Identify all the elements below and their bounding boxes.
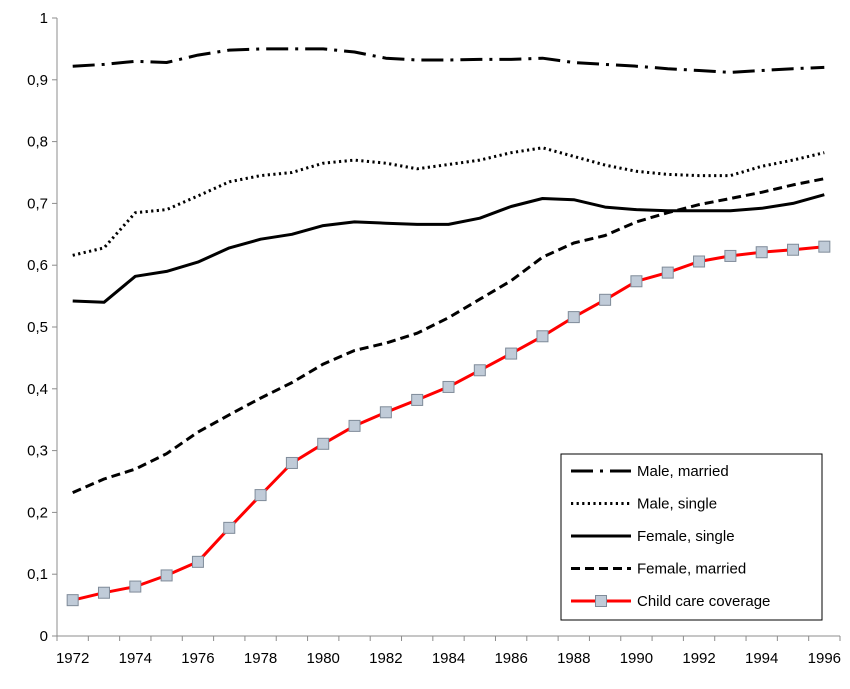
data-point-marker [599,293,612,306]
legend-label-1: Male, single [637,496,717,513]
y-tick-label: 0,5 [27,319,48,336]
data-point-marker [442,380,455,393]
data-point-marker [348,419,361,432]
data-point-marker [505,347,518,360]
data-point-marker [567,311,580,324]
y-tick-label: 0,3 [27,443,48,460]
data-point-marker [379,406,392,419]
y-tick-label: 0,6 [27,257,48,274]
data-point-marker [661,266,674,279]
x-tick-label: 1976 [181,650,214,667]
x-tick-label: 1986 [494,650,527,667]
data-point-marker [191,555,204,568]
x-tick-label: 1994 [745,650,778,667]
y-tick-label: 0,1 [27,566,48,583]
data-point-marker [630,275,643,288]
x-tick-label: 1992 [682,650,715,667]
data-point-marker [693,255,706,268]
data-point-marker [223,521,236,534]
y-tick-label: 1 [40,10,48,27]
series-line-0 [72,47,825,74]
y-tick-label: 0 [40,628,48,645]
legend-marker [595,595,607,607]
data-point-marker [254,489,267,502]
data-point-marker [97,586,110,599]
data-point-marker [755,246,768,259]
y-tick-label: 0,2 [27,504,48,521]
legend-label-0: Male, married [637,463,729,480]
data-point-marker [787,243,800,256]
series-line-3 [72,177,825,494]
series-line-2 [72,193,825,304]
series-line-1 [72,146,825,257]
data-point-marker [317,437,330,450]
data-point-marker [411,393,424,406]
x-tick-label: 1978 [244,650,277,667]
x-tick-label: 1974 [119,650,152,667]
data-point-marker [285,456,298,469]
data-point-marker [473,364,486,377]
x-tick-label: 1972 [56,650,89,667]
y-tick-label: 0,4 [27,381,48,398]
x-tick-label: 1996 [808,650,841,667]
data-point-marker [536,330,549,343]
legend-label-2: Female, single [637,528,735,545]
y-tick-label: 0,9 [27,72,48,89]
x-tick-label: 1984 [432,650,465,667]
data-point-marker [129,580,142,593]
x-tick-label: 1988 [557,650,590,667]
y-tick-label: 0,7 [27,195,48,212]
legend-label-3: Female, married [637,561,746,578]
x-tick-label: 1990 [620,650,653,667]
data-point-marker [724,249,737,262]
data-point-marker [66,594,79,607]
x-tick-label: 1980 [307,650,340,667]
legend-label-4: Child care coverage [637,593,770,610]
data-point-marker [818,240,831,253]
data-point-marker [160,569,173,582]
y-tick-label: 0,8 [27,134,48,151]
x-tick-label: 1982 [369,650,402,667]
